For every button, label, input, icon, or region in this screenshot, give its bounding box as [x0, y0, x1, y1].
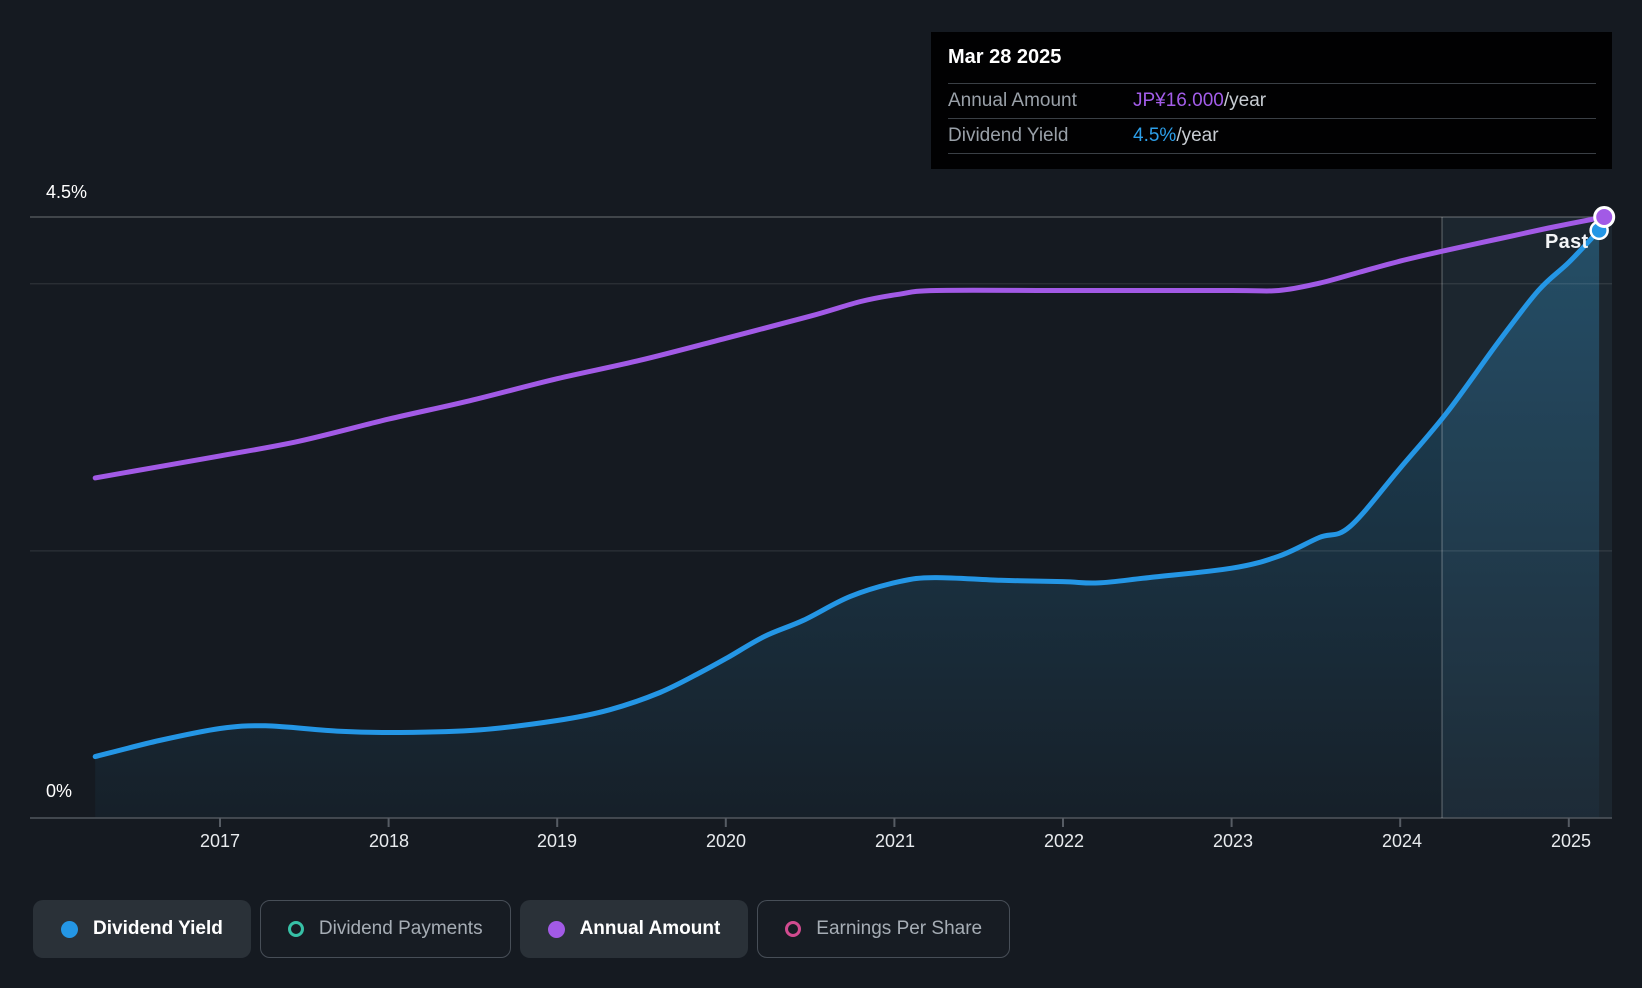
chart-tooltip: Mar 28 2025 Annual Amount JP¥16.000 /yea… [931, 32, 1612, 169]
legend-earnings-per-share-button[interactable]: Earnings Per Share [757, 900, 1011, 958]
legend-label: Earnings Per Share [816, 918, 983, 939]
x-axis-label-2022: 2022 [1043, 831, 1085, 851]
tooltip-row-suffix: /year [1223, 90, 1267, 111]
legend-label: Dividend Payments [318, 918, 483, 939]
tooltip-row-value: 4.5% [1133, 125, 1177, 146]
x-axis-label-2023: 2023 [1212, 831, 1254, 851]
x-axis-label-2021: 2021 [874, 831, 916, 851]
legend-label: Annual Amount [579, 918, 721, 939]
x-axis-label-2025: 2025 [1550, 831, 1592, 851]
annual-amount-line [92, 214, 1607, 481]
tooltip-row-dividend-yield: Dividend Yield 4.5% /year [948, 118, 1596, 153]
dividend-payments-ring-icon [287, 921, 304, 937]
chart-legend: Dividend Yield Dividend Payments Annual … [33, 900, 1011, 958]
x-axis-label-2024: 2024 [1381, 831, 1423, 851]
earnings-per-share-ring-icon [785, 921, 802, 937]
tooltip-row-label: Dividend Yield [948, 125, 1069, 146]
annual-amount-endpoint-marker [1593, 206, 1616, 228]
tooltip-row-suffix: /year [1176, 125, 1219, 146]
x-axis-label-2018: 2018 [368, 831, 410, 851]
dividend-yield-dot-icon [61, 920, 78, 938]
dividend-yield-area [95, 230, 1600, 819]
past-year-highlight-band [1442, 217, 1612, 818]
y-axis-label-bottom: 0% [46, 781, 73, 801]
legend-label: Dividend Yield [93, 918, 223, 939]
annual-amount-dot-icon [547, 920, 565, 938]
past-label: Past [1545, 231, 1589, 253]
legend-dividend-yield-button[interactable]: Dividend Yield [33, 900, 251, 958]
legend-annual-amount-button[interactable]: Annual Amount [519, 900, 749, 958]
tooltip-date: Mar 28 2025 [948, 46, 1062, 68]
tooltip-row-annual-amount: Annual Amount JP¥16.000 /year [948, 83, 1596, 118]
legend-dividend-payments-button[interactable]: Dividend Payments [259, 900, 511, 958]
tooltip-row-value: JP¥16.000 [1133, 90, 1224, 111]
x-axis-label-2017: 2017 [199, 831, 241, 851]
x-axis-label-2019: 2019 [536, 831, 578, 851]
y-axis-label-top: 4.5% [46, 182, 88, 202]
dividend-yield-line [92, 227, 1602, 760]
tooltip-bottom-rule [948, 153, 1596, 169]
tooltip-row-label: Annual Amount [948, 90, 1077, 111]
x-axis-label-2020: 2020 [705, 831, 747, 851]
